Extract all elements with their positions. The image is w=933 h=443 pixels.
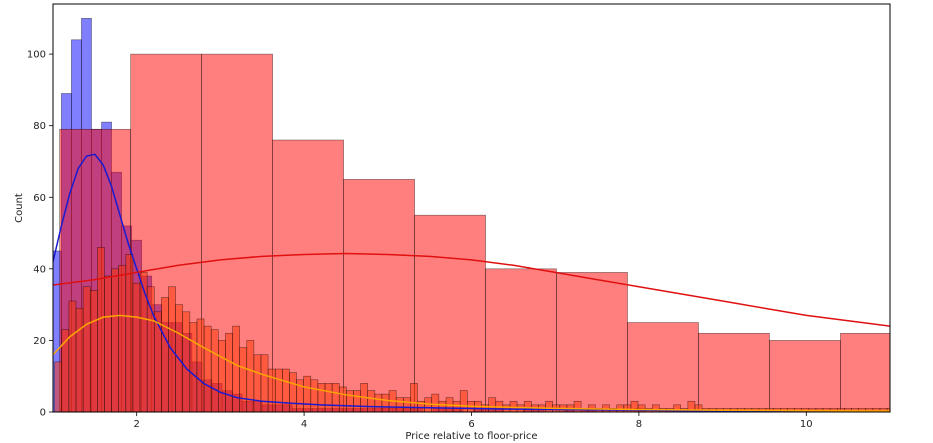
histogram-bar-red_fine-35 (303, 375, 312, 412)
histogram-bar-red_fine-54 (438, 400, 447, 412)
histogram-bar-red_fine-31 (274, 368, 283, 412)
histogram-bar-red_fine-39 (331, 383, 340, 412)
histogram-bar-red_fine-66 (523, 400, 532, 412)
histogram-bar-red_fine-118 (894, 408, 901, 412)
x-tick-label: 4 (301, 419, 307, 430)
histogram-bar-red_wide-6 (485, 268, 557, 412)
y-tick-label: 80 (33, 121, 46, 132)
histogram-bar-red_fine-36 (310, 379, 319, 412)
histogram-bar-red_fine-14 (153, 311, 162, 412)
histogram-bar-red_fine-46 (381, 393, 390, 412)
histogram-bar-red_fine-9 (118, 264, 127, 412)
x-tick-label: 10 (800, 419, 813, 430)
kde-line-kde_red (53, 252, 890, 327)
histogram-bar-red_fine-73 (573, 400, 582, 412)
kde-line-kde_orange (53, 314, 890, 412)
y-tick-label: 20 (33, 336, 46, 347)
histogram-bar-red_fine-6 (97, 247, 105, 412)
histogram-bar-red_fine-5 (89, 290, 98, 412)
histogram-bar-red_fine-13 (146, 286, 155, 412)
histogram-bar-red_wide-5 (414, 214, 486, 412)
histogram-bar-red_wide-11 (840, 332, 890, 412)
x-axis-ticks: 2 4 6 8 10 (134, 412, 813, 430)
histogram-bar-red_fine-30 (267, 368, 276, 412)
x-axis-label: Price relative to floor-price (405, 431, 537, 442)
y-tick-label: 100 (27, 50, 46, 61)
histogram-bar-red_fine-42 (353, 390, 361, 412)
histogram-bar-red_fine-10 (125, 254, 134, 412)
histogram-bar-red_fine-18 (182, 311, 191, 412)
histogram-bar-red_fine-40 (338, 386, 347, 412)
histogram-bar-red_fine-56 (452, 400, 461, 412)
histogram-bar-red_fine-4 (82, 286, 91, 412)
x-tick-label: 6 (468, 419, 474, 430)
histogram-bar-red_fine-21 (203, 325, 212, 412)
histogram-bar-red_wide-9 (698, 332, 770, 412)
histogram-bar-red_wide-3 (272, 139, 344, 412)
y-tick-label: 40 (33, 264, 46, 275)
histogram-bar-red_fine-80 (623, 404, 632, 412)
histogram-bar-red_fine-119 (901, 408, 908, 412)
histogram-bar-red_fine-28 (253, 354, 262, 412)
histogram-bar-red_fine-0 (54, 361, 63, 412)
y-tick-label: 0 (40, 408, 46, 419)
histogram-bar-red_fine-27 (246, 340, 255, 412)
histogram-bar-red_fine-12 (139, 272, 148, 412)
histogram-bar-red_fine-53 (431, 393, 440, 412)
histogram-bar-red_fine-79 (616, 404, 625, 412)
kde-curves (53, 153, 890, 412)
histogram-bar-red_fine-65 (516, 404, 525, 412)
histogram-bar-red_fine-24 (225, 332, 233, 412)
y-axis-ticks: 0 20 40 60 80 100 (27, 50, 53, 419)
histogram-bar-red_fine-29 (260, 354, 269, 412)
histogram-bar-red_fine-45 (374, 393, 383, 412)
x-tick-label: 8 (636, 419, 642, 430)
histogram-bar-red_fine-3 (75, 307, 84, 412)
histogram-bar-red_fine-41 (346, 390, 354, 412)
histogram-bar-red_fine-23 (218, 340, 226, 412)
histogram-bar-red_wide-7 (556, 272, 628, 412)
histogram-bar-red_fine-37 (317, 383, 326, 412)
histogram-bar-red_fine-48 (395, 397, 404, 412)
histogram-bar-red_fine-19 (189, 322, 198, 412)
kde-line-kde_blue (53, 153, 890, 412)
histogram-bar-red_fine-15 (161, 297, 169, 412)
histogram-bar-red_fine-44 (367, 390, 376, 412)
histogram-bar-red_fine-8 (111, 268, 119, 412)
histogram-bar-red_fine-22 (210, 329, 219, 412)
histogram-bar-red_fine-61 (488, 397, 497, 412)
histogram-bar-red_fine-7 (104, 275, 112, 412)
histogram-bar-red_fine-25 (232, 325, 240, 412)
x-tick-label: 2 (134, 419, 140, 430)
histogram-bar-red_fine-69 (545, 400, 553, 412)
histogram-bar-red_fine-11 (132, 282, 141, 412)
histogram-bar-red_fine-38 (324, 383, 333, 412)
histogram-bar-red_fine-32 (282, 368, 290, 412)
histogram-bar-red_wide-10 (769, 340, 841, 412)
histogram-bar-red_fine-49 (402, 397, 411, 412)
y-axis-label: Count (14, 193, 25, 223)
histogram-bar-red_wide-4 (343, 179, 415, 412)
histogram-bar-red_fine-33 (289, 372, 297, 412)
histogram-bar-red_fine-2 (68, 300, 77, 412)
histogram-bar-red_fine-20 (196, 318, 205, 412)
histogram-bar-red_wide-8 (627, 322, 699, 412)
histogram-bar-red_fine-26 (239, 347, 248, 412)
histogram-bars (53, 18, 908, 412)
y-tick-label: 60 (33, 193, 46, 204)
